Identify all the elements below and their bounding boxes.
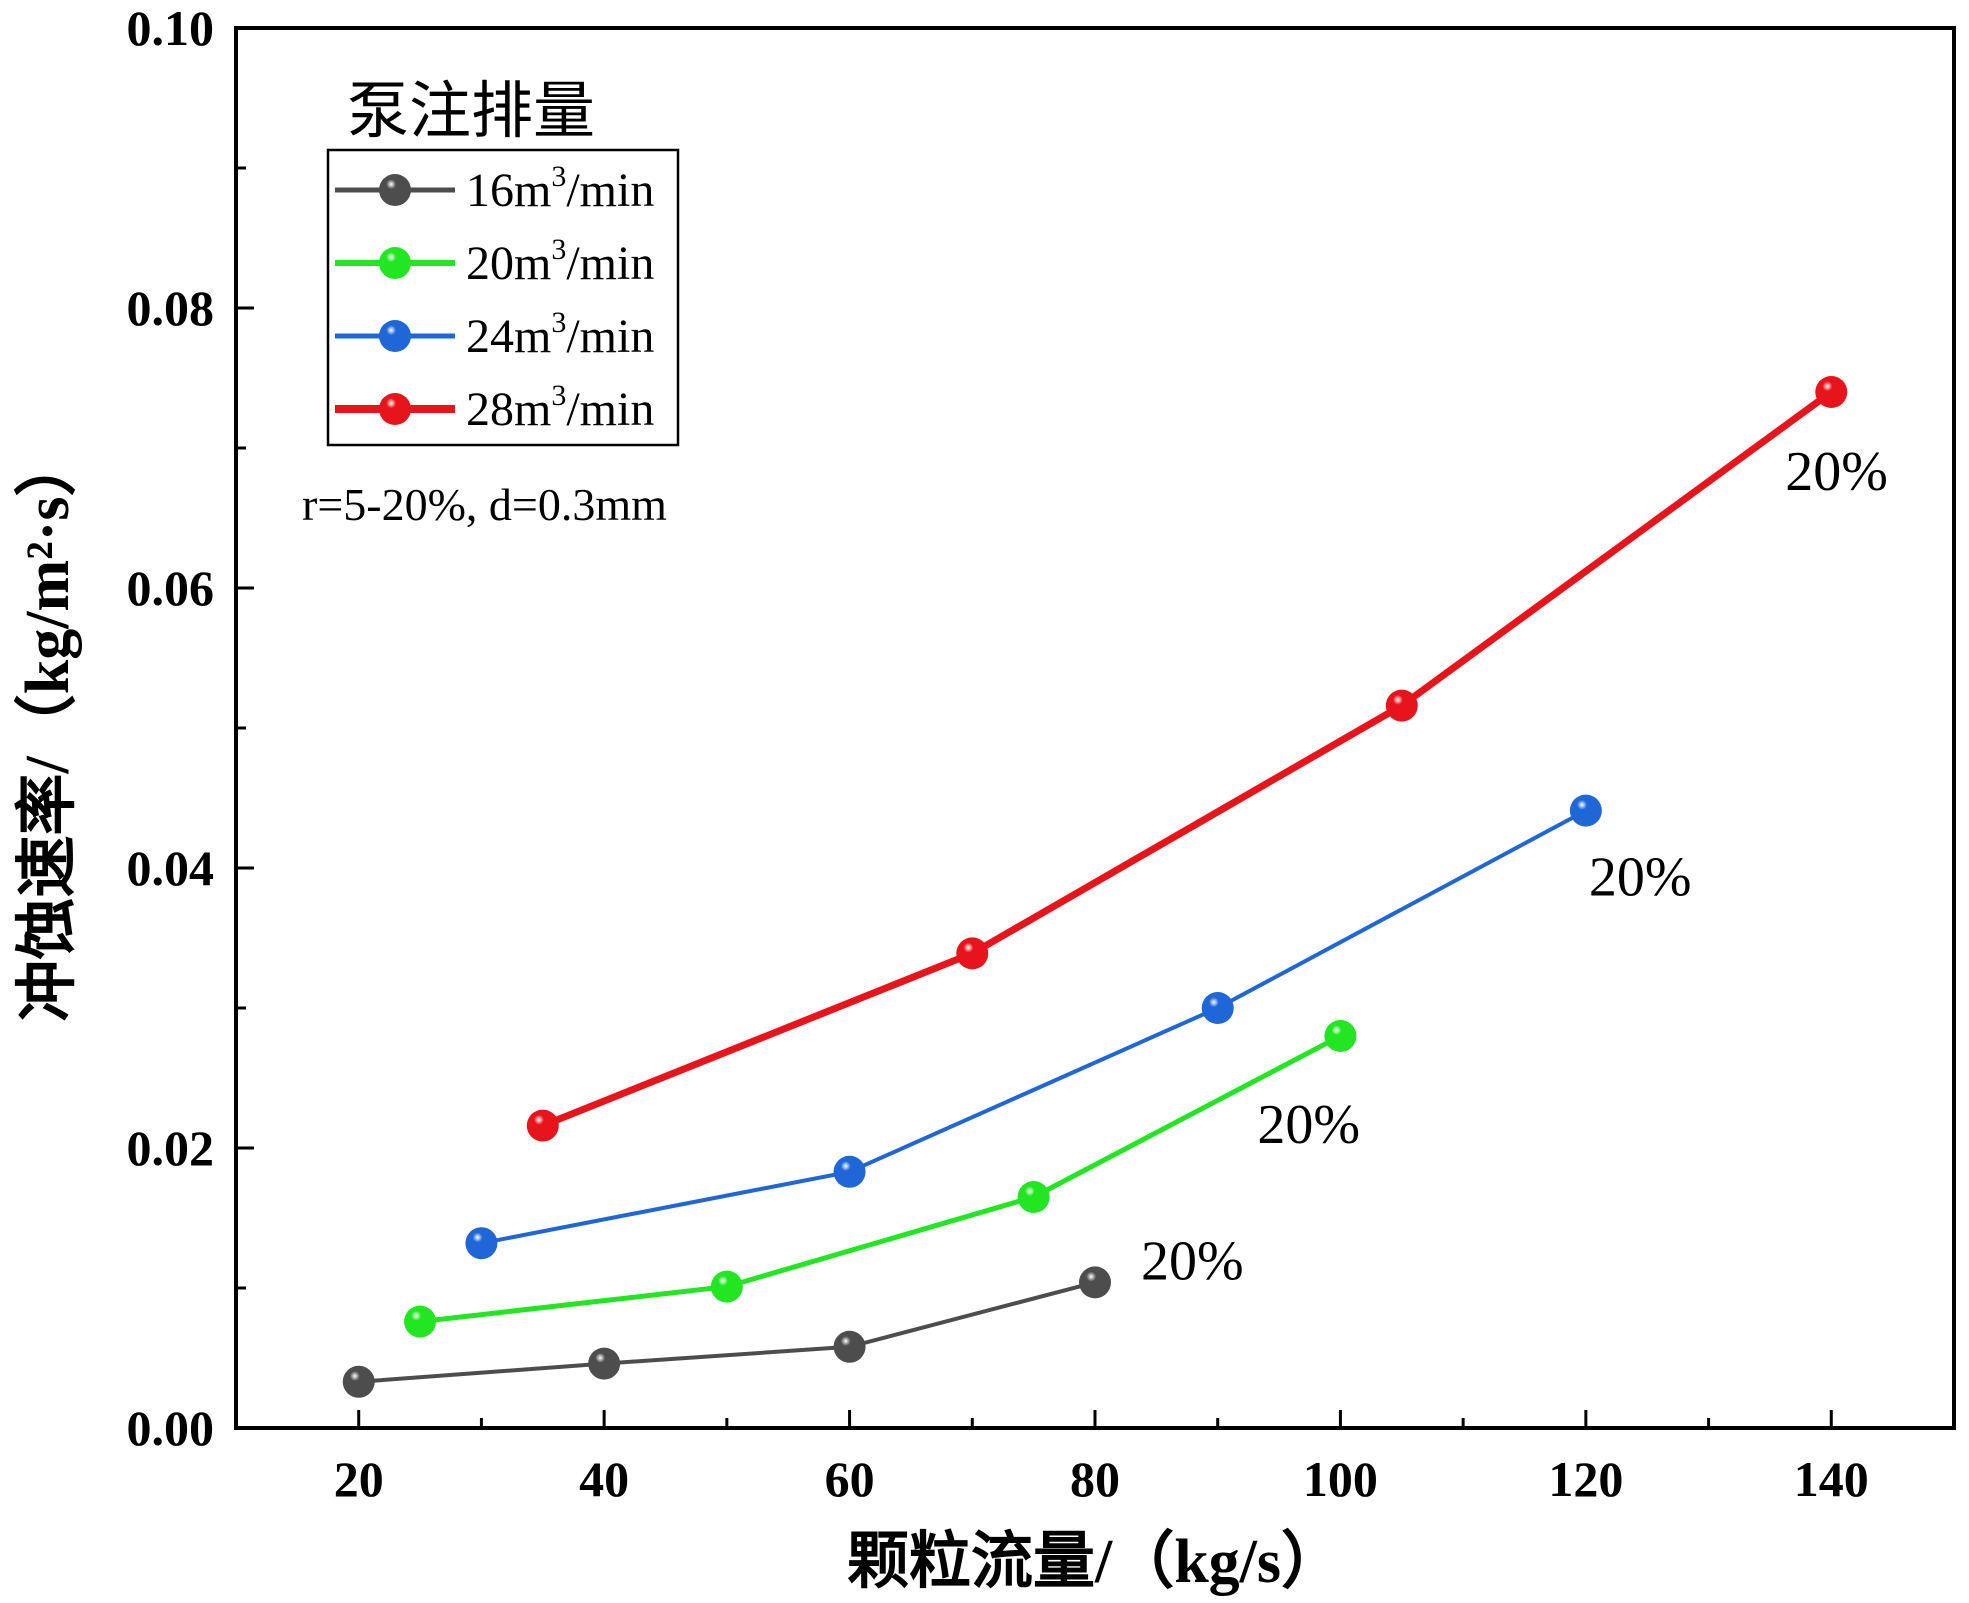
data-point [1201, 992, 1234, 1024]
data-point [1324, 1020, 1357, 1052]
x-tick-label: 80 [1070, 1451, 1120, 1507]
data-point [1569, 794, 1602, 827]
y-tick-label: 0.06 [127, 560, 215, 616]
y-tick-label: 0.10 [127, 0, 215, 56]
end-label: 20% [1785, 441, 1888, 503]
legend-label: 16m3/min [466, 160, 654, 217]
data-point [833, 1330, 866, 1363]
y-tick-label: 0.04 [127, 840, 215, 896]
legend-title: 泵注排量 [347, 78, 595, 146]
legend-label: 28m3/min [466, 379, 654, 436]
legend-item: 20m3/min [335, 233, 654, 290]
legend-item: 24m3/min [335, 306, 654, 363]
legend-label: 20m3/min [466, 233, 654, 290]
data-point [710, 1270, 743, 1303]
x-tick-label: 20 [334, 1451, 384, 1507]
x-tick-label: 140 [1794, 1451, 1869, 1507]
series-line [358, 1280, 1096, 1384]
data-point [833, 1155, 866, 1188]
data-point [1815, 376, 1848, 408]
data-point [342, 1365, 375, 1398]
y-tick-label: 0.02 [127, 1120, 215, 1176]
data-point [956, 937, 989, 970]
legend-item: 28m3/min [335, 379, 654, 436]
x-tick-label: 40 [579, 1451, 629, 1507]
legend-item: 16m3/min [335, 160, 654, 217]
legend-label: 24m3/min [466, 306, 654, 363]
legend: 泵注排量 16m3/min 20m3/min 24m3/min 28m3/min [326, 78, 680, 447]
x-axis-title: 颗粒流量/（kg/s） [847, 1526, 1343, 1596]
series-line [541, 389, 1834, 1129]
data-point [1385, 689, 1418, 722]
x-tick-label: 120 [1548, 1451, 1623, 1507]
condition-label: r=5-20%, d=0.3mm [302, 479, 667, 530]
series-line [419, 1033, 1342, 1325]
end-label: 20% [1257, 1094, 1360, 1156]
legend-box [326, 148, 680, 447]
end-label: 20% [1589, 847, 1692, 909]
legend-marker [379, 320, 411, 352]
data-point [1079, 1266, 1111, 1299]
y-axis-title: 冲蚀速率/（kg/m²·s） [12, 435, 82, 1022]
x-tick-label: 60 [825, 1451, 875, 1507]
annotation-layer: 20% 20% 20% 20% [1141, 441, 1888, 1292]
series-line [481, 808, 1587, 1246]
y-tick-label: 0.08 [127, 280, 215, 336]
end-label: 20% [1141, 1230, 1244, 1292]
legend-marker [379, 174, 411, 206]
legend-marker [379, 247, 411, 279]
data-point [1017, 1181, 1050, 1213]
legend-marker [379, 393, 411, 425]
x-tick-label: 100 [1303, 1451, 1378, 1507]
series-28m3/min [526, 376, 1848, 1142]
axis-ticks [236, 166, 1833, 1428]
series-24m3/min [465, 794, 1602, 1260]
data-point [404, 1305, 437, 1338]
y-tick-labels: 0.00 0.02 0.04 0.06 0.08 0.10 [127, 0, 215, 1456]
series-20m3/min [404, 1020, 1357, 1338]
series-layer [342, 376, 1848, 1398]
data-point [526, 1109, 559, 1142]
data-point [465, 1227, 498, 1260]
y-tick-label: 0.00 [127, 1400, 215, 1456]
x-tick-labels: 20 40 60 80 100 120 140 [334, 1451, 1869, 1507]
series-16m3/min [342, 1266, 1111, 1398]
data-point [588, 1347, 621, 1380]
